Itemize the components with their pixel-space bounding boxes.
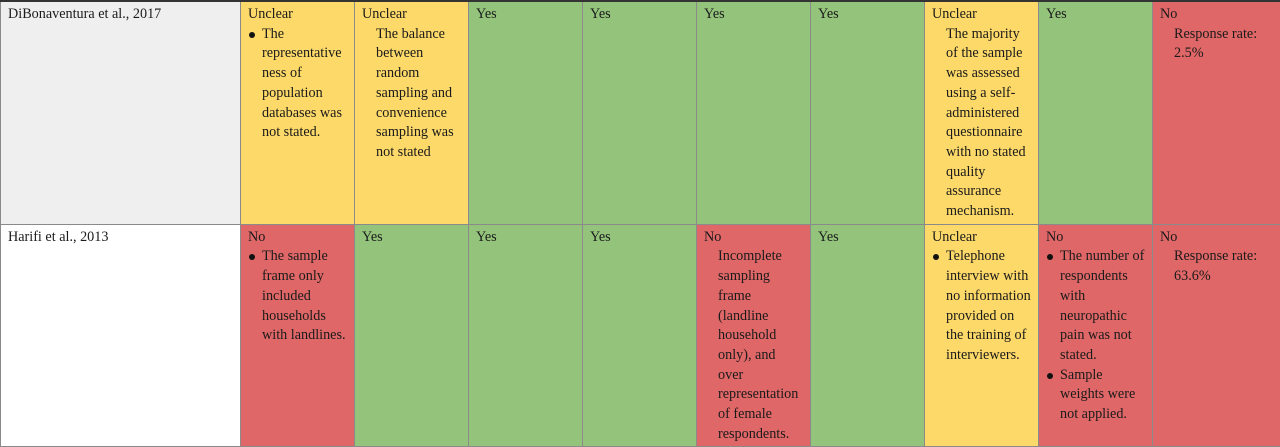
rating-note: Incomplete sampling frame (landline hous…	[704, 247, 804, 444]
rating-status: Yes	[590, 228, 690, 248]
rating-cell: Yes	[583, 224, 697, 447]
rating-status: Unclear	[362, 5, 462, 25]
rating-bullet: The representative ness of population da…	[248, 25, 348, 143]
rating-cell: Yes	[583, 1, 697, 224]
rating-bullet: Sample weights were not applied.	[1046, 366, 1146, 425]
rating-bullet: The number of respondents with neuropath…	[1046, 247, 1146, 365]
rating-status: Yes	[362, 228, 462, 248]
rating-status: Yes	[818, 228, 918, 248]
study-name: DiBonaventura et al., 2017	[8, 6, 161, 22]
rating-status: Yes	[1046, 5, 1146, 25]
rating-status: Unclear	[932, 5, 1032, 25]
rating-cell: Yes	[811, 224, 925, 447]
rating-status: No	[1160, 228, 1274, 248]
rating-cell: Yes	[469, 1, 583, 224]
rating-status: No	[704, 228, 804, 248]
rating-status: No	[248, 228, 348, 248]
rating-status: Unclear	[248, 5, 348, 25]
rating-note: The balance between random sampling and …	[362, 25, 462, 163]
rating-note: The majority of the sample was assessed …	[932, 25, 1032, 222]
study-name-cell: Harifi et al., 2013	[1, 224, 241, 447]
rating-cell: Yes	[811, 1, 925, 224]
rating-status: Yes	[818, 5, 918, 25]
rating-bullet: The sample frame only included household…	[248, 247, 348, 346]
rating-status: Yes	[590, 5, 690, 25]
rating-cell: Yes	[1039, 1, 1153, 224]
study-name: Harifi et al., 2013	[8, 229, 108, 245]
rating-status: No	[1046, 228, 1146, 248]
study-name-cell: DiBonaventura et al., 2017	[1, 1, 241, 224]
rating-status: Unclear	[932, 228, 1032, 248]
rating-note: Response rate: 63.6%	[1160, 247, 1274, 286]
rating-status: Yes	[476, 228, 576, 248]
rating-status: No	[1160, 5, 1274, 25]
rating-note: Response rate: 2.5%	[1160, 25, 1274, 64]
rating-cell: Yes	[697, 1, 811, 224]
rating-status: Yes	[704, 5, 804, 25]
rating-cell: Yes	[469, 224, 583, 447]
rating-status: Yes	[476, 5, 576, 25]
rating-cell: Yes	[355, 224, 469, 447]
rating-bullet: Telephone interview with no information …	[932, 247, 1032, 365]
